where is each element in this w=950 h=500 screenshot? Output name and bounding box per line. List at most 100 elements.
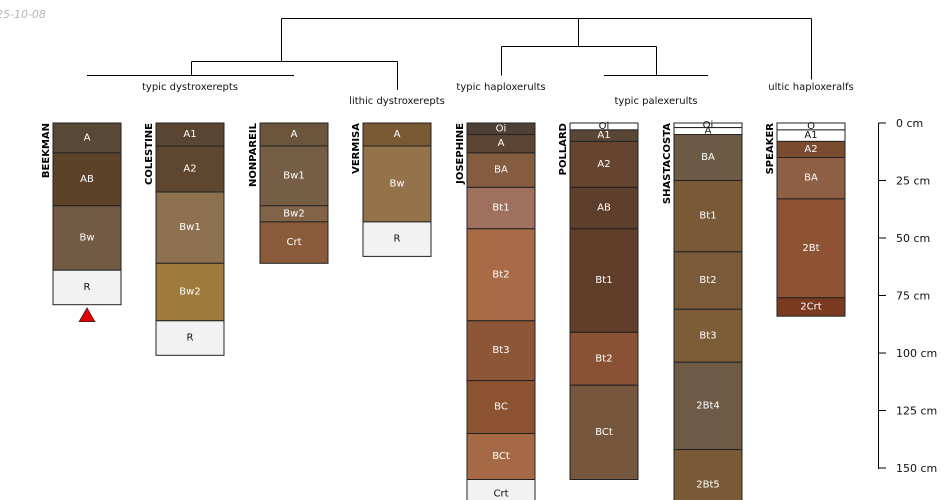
horizon-label: 2Bt5 bbox=[696, 479, 720, 490]
horizon-label: A2 bbox=[597, 159, 610, 170]
horizon-label: Bt1 bbox=[699, 211, 716, 222]
horizon-bw bbox=[52, 205, 122, 271]
horizon-ba bbox=[776, 157, 846, 200]
horizon-label: O bbox=[807, 121, 815, 132]
class-label: ultic haploxeralfs bbox=[768, 82, 853, 93]
profile-name: BEEKMAN bbox=[41, 123, 52, 178]
horizon-bt1 bbox=[569, 228, 639, 333]
horizon-label: Bw1 bbox=[179, 222, 200, 233]
horizon-bw1 bbox=[259, 145, 329, 207]
horizon-label: Bt3 bbox=[699, 330, 716, 341]
horizon-crt bbox=[259, 221, 329, 264]
horizon-label: 2Crt bbox=[800, 302, 821, 313]
horizon-label: A1 bbox=[804, 130, 817, 141]
horizon-label: Oi bbox=[703, 120, 714, 131]
horizon-label: Bt1 bbox=[595, 275, 612, 286]
horizon-2bt bbox=[776, 198, 846, 299]
class-label: typic palexerults bbox=[615, 96, 698, 107]
horizon-label: R bbox=[394, 234, 401, 245]
horizon-label: A bbox=[394, 129, 401, 140]
horizon-label: Bt2 bbox=[492, 269, 509, 280]
horizon-r bbox=[52, 269, 122, 306]
depth-tick-label: 75 cm bbox=[896, 290, 930, 303]
profile-name: VERMISA bbox=[351, 123, 362, 174]
depth-tick-label: 100 cm bbox=[896, 347, 937, 360]
soil-profile: A Bw1 Bw2 Crt NONPAREIL bbox=[248, 122, 329, 264]
horizon-ba bbox=[673, 134, 743, 181]
horizon-bw1 bbox=[155, 191, 225, 264]
horizon-label: BC bbox=[494, 402, 508, 413]
depth-tick-label: 50 cm bbox=[896, 232, 930, 245]
horizon-label: A1 bbox=[597, 130, 610, 141]
horizon-bct bbox=[466, 433, 536, 480]
horizon-label: Bt3 bbox=[492, 345, 509, 356]
horizon-label: 2Bt bbox=[802, 243, 819, 254]
horizon-label: Bt1 bbox=[492, 203, 509, 214]
horizon-a2 bbox=[155, 145, 225, 193]
horizon-ab bbox=[569, 186, 639, 230]
horizon-bc bbox=[466, 380, 536, 435]
depth-tick-label: 150 cm bbox=[896, 462, 937, 475]
horizon-label: Oi bbox=[496, 123, 507, 134]
horizon-label: Crt bbox=[493, 489, 508, 500]
soil-profile: A Bw R VERMISA bbox=[351, 122, 432, 257]
date-stamp: 25-10-08 bbox=[0, 8, 46, 21]
horizon-label: Bw bbox=[79, 233, 94, 244]
horizon-label: A bbox=[291, 129, 298, 140]
soil-profile: Oi A BA Bt1 Bt2 Bt3 BC BCt Crt JOSEPHINE bbox=[455, 122, 536, 500]
horizon-label: AB bbox=[597, 203, 611, 214]
profile-name: NONPAREIL bbox=[248, 122, 259, 187]
depth-tick-label: 0 cm bbox=[896, 117, 923, 130]
profile-name: POLLARD bbox=[558, 123, 569, 175]
horizon-2crt bbox=[776, 297, 846, 317]
horizon-bw2 bbox=[155, 262, 225, 322]
profile-name: COLESTINE bbox=[144, 123, 155, 185]
horizon-label: A bbox=[84, 132, 91, 143]
horizon-label: BA bbox=[804, 173, 818, 184]
horizon-r bbox=[155, 320, 225, 356]
horizon-label: AB bbox=[80, 174, 94, 185]
horizon-label: Bt2 bbox=[595, 353, 612, 364]
profile-name: SHASTACOSTA bbox=[662, 123, 673, 204]
horizon-label: A2 bbox=[183, 164, 196, 175]
horizon-a2 bbox=[569, 140, 639, 188]
horizon-bct bbox=[569, 384, 639, 481]
depth-tick-label: 25 cm bbox=[896, 175, 930, 188]
horizon-bt2 bbox=[673, 251, 743, 310]
horizon-label: Bt2 bbox=[699, 275, 716, 286]
horizon-bt1 bbox=[673, 180, 743, 253]
horizon-label: 2Bt4 bbox=[696, 400, 720, 411]
horizon-bt2 bbox=[466, 228, 536, 322]
depth-tick-label: 125 cm bbox=[896, 405, 937, 418]
soil-profile: OA1 A2 BA 2Bt 2Crt SPEAKER bbox=[765, 121, 846, 317]
soil-profile: A1 A2 Bw1 Bw2 R COLESTINE bbox=[144, 122, 225, 356]
horizon-2bt5 bbox=[673, 449, 743, 500]
horizon-label: A1 bbox=[183, 129, 196, 140]
horizon-label: BA bbox=[701, 152, 715, 163]
horizon-label: BA bbox=[494, 165, 508, 176]
horizon-label: A2 bbox=[804, 144, 817, 155]
profile-name: JOSEPHINE bbox=[455, 123, 466, 185]
classification-labels: typic dystroxerepts lithic dystroxerepts… bbox=[142, 82, 854, 107]
horizon-label: Bw1 bbox=[283, 170, 304, 181]
bedrock-depth-marker bbox=[78, 307, 96, 323]
class-label: typic dystroxerepts bbox=[142, 82, 238, 93]
horizon-label: Crt bbox=[286, 237, 301, 248]
horizon-bt2 bbox=[569, 331, 639, 386]
dendrogram bbox=[87, 18, 812, 90]
horizon-label: Bw2 bbox=[283, 208, 304, 219]
class-label: typic haploxerults bbox=[456, 82, 545, 93]
soil-profile: OiA BA Bt1 Bt2 Bt3 2Bt4 2Bt5 SHASTACOSTA bbox=[662, 120, 743, 500]
horizon-ab bbox=[52, 152, 122, 207]
horizon-crt bbox=[466, 479, 536, 500]
class-label: lithic dystroxerepts bbox=[349, 96, 445, 107]
depth-axis: 0 cm 25 cm 50 cm 75 cm 100 cm 125 cm 150 cm bbox=[878, 117, 937, 475]
horizon-r bbox=[362, 221, 432, 257]
horizon-bw bbox=[362, 145, 432, 223]
horizon-label: BCt bbox=[492, 451, 510, 462]
soil-profile: A AB Bw R BEEKMAN bbox=[41, 122, 122, 323]
horizon-a bbox=[52, 122, 122, 154]
